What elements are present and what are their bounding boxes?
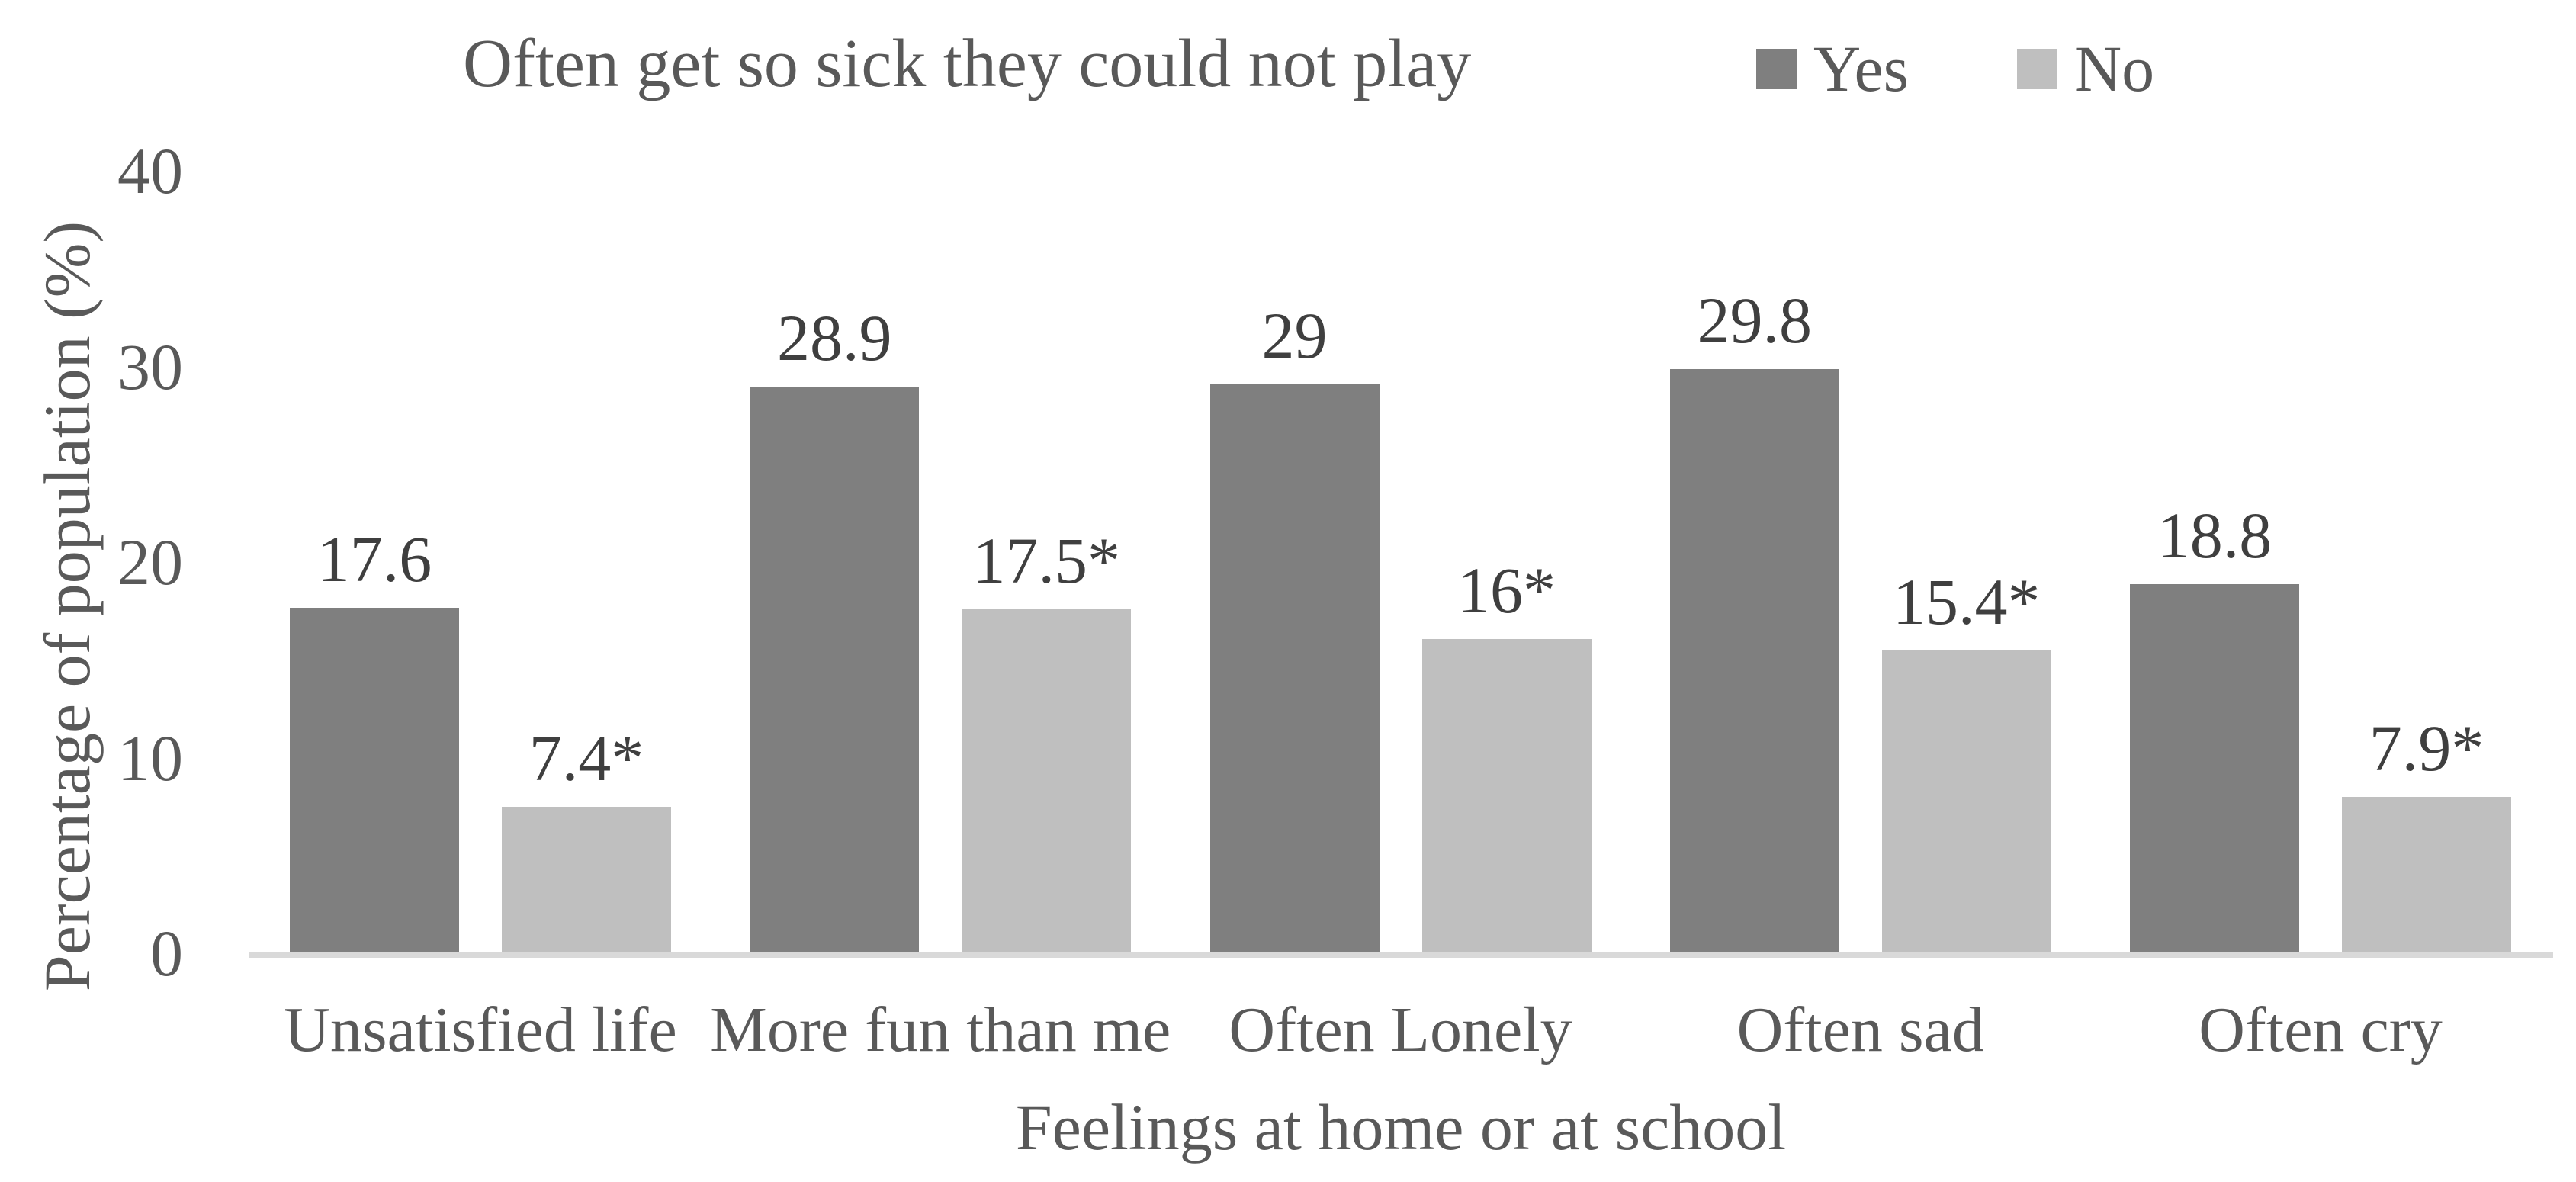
bar-value-label-no-often-sad: 15.4*	[1893, 565, 2041, 638]
chart-title: Often get so sick they could not play	[463, 26, 1472, 101]
x-category-label-more-fun-than-me: More fun than me	[710, 994, 1171, 1065]
x-axis-line	[249, 952, 2553, 958]
x-category-label-unsatisfied-life: Unsatisfied life	[284, 994, 677, 1065]
bar-no-often-sad	[1881, 650, 2051, 952]
bar-value-label-yes-often-cry: 18.8	[2157, 499, 2272, 572]
bar-yes-often-cry	[2130, 584, 2299, 952]
bar-yes-unsatisfied-life	[290, 608, 459, 952]
legend-label-no: No	[2074, 32, 2155, 105]
bar-yes-often-lonely	[1209, 384, 1380, 952]
bar-value-label-no-more-fun-than-me: 17.5*	[972, 524, 1121, 597]
y-tick-label-40: 40	[117, 134, 183, 207]
bar-value-label-yes-often-lonely: 29	[1261, 299, 1328, 372]
y-tick-label-0: 0	[150, 917, 183, 990]
x-category-label-often-cry: Often cry	[2199, 994, 2443, 1065]
y-tick-label-10: 10	[117, 721, 183, 795]
y-tick-label-20: 20	[117, 525, 183, 599]
bar-value-label-no-often-lonely: 16*	[1457, 554, 1556, 627]
bar-value-label-no-often-cry: 7.9*	[2369, 711, 2484, 785]
bar-value-label-yes-more-fun-than-me: 28.9	[777, 301, 892, 374]
legend-label-yes: Yes	[1813, 32, 1910, 105]
y-tick-label-30: 30	[117, 329, 183, 403]
legend-item-no: No	[2017, 32, 2154, 105]
bar-no-often-lonely	[1421, 639, 1592, 952]
x-axis-title: Feelings at home or at school	[1015, 1090, 1787, 1164]
bar-yes-more-fun-than-me	[750, 387, 920, 952]
bar-no-unsatisfied-life	[502, 807, 671, 952]
x-category-label-often-sad: Often sad	[1736, 994, 1984, 1065]
legend-marker-no-icon	[2017, 48, 2057, 89]
bar-yes-often-sad	[1669, 369, 1839, 952]
bar-value-label-yes-often-sad: 29.8	[1697, 284, 1813, 357]
bar-value-label-no-unsatisfied-life: 7.4*	[528, 721, 644, 795]
x-category-label-often-lonely: Often Lonely	[1229, 994, 1572, 1065]
bar-value-label-yes-unsatisfied-life: 17.6	[316, 522, 432, 596]
bar-no-often-cry	[2342, 797, 2511, 952]
legend-marker-yes-icon	[1756, 48, 1797, 89]
bar-no-more-fun-than-me	[962, 609, 1132, 952]
legend-item-yes: Yes	[1756, 32, 1909, 105]
